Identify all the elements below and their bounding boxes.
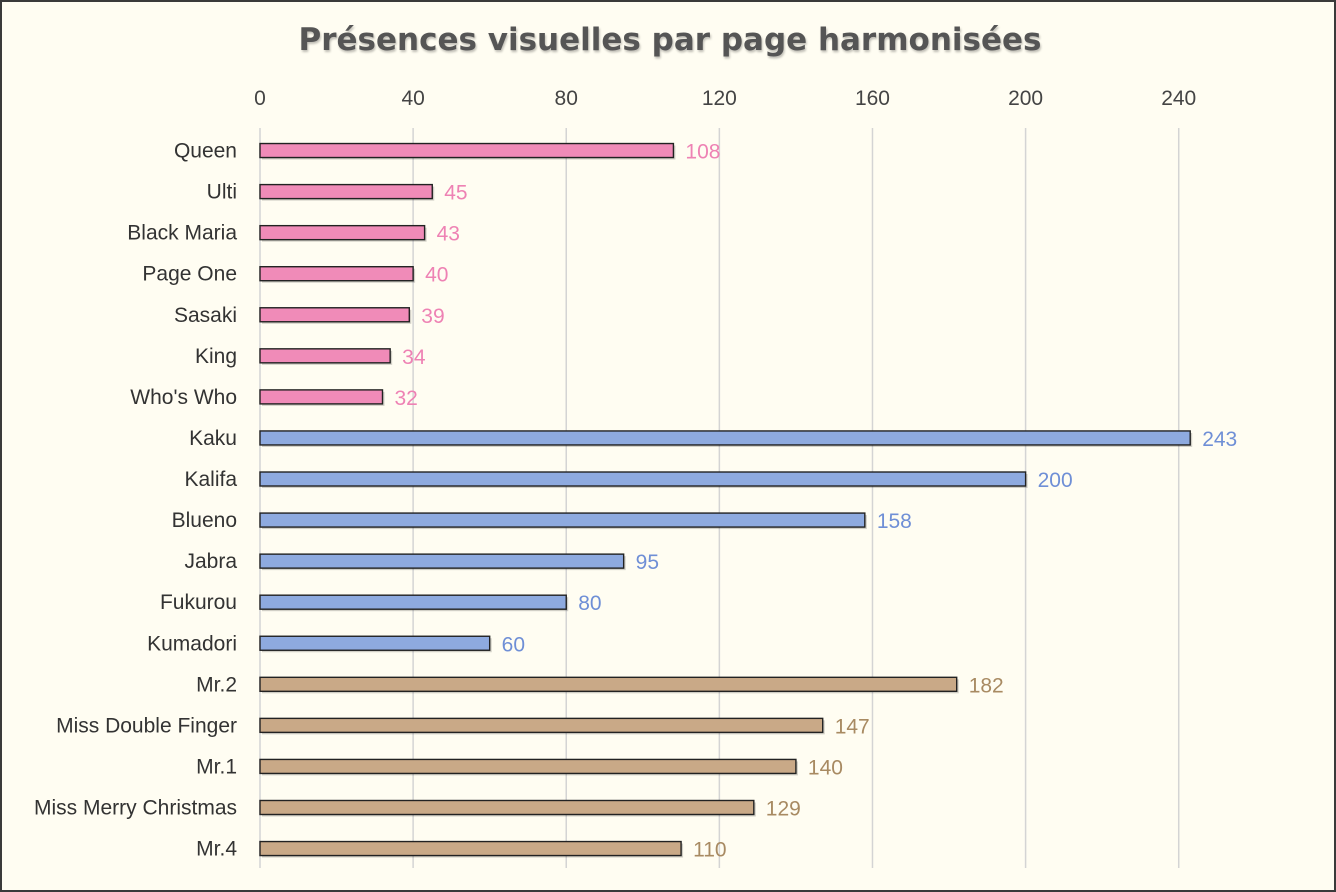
data-label-jabra: 95 (636, 551, 659, 574)
data-label-mr-1: 140 (808, 756, 843, 779)
x-tick-label-40: 40 (401, 87, 424, 110)
bar-mr-4 (259, 840, 682, 857)
bar-ulti (259, 183, 433, 200)
bar-blueno (259, 512, 866, 528)
category-label-blueno: Blueno (172, 509, 237, 532)
data-label-kumadori: 60 (502, 633, 525, 656)
bar-mr-2 (259, 676, 958, 693)
category-label-jabra: Jabra (184, 550, 237, 573)
data-label-page-one: 40 (425, 264, 448, 287)
category-label-sasaki: Sasaki (174, 304, 237, 327)
category-label-king: King (195, 345, 237, 368)
data-label-mr-4: 110 (693, 839, 726, 862)
category-label-kalifa: Kalifa (184, 468, 237, 491)
x-tick-label-240: 240 (1161, 87, 1196, 110)
data-label-fukurou: 80 (578, 592, 601, 615)
category-label-miss-merry-christmas: Miss Merry Christmas (34, 796, 237, 819)
bar-miss-merry-christmas (259, 799, 755, 816)
category-label-miss-double-finger: Miss Double Finger (56, 714, 237, 737)
bar-king (259, 348, 391, 364)
category-label-mr-2: Mr.2 (196, 673, 237, 696)
category-label-who-s-who: Who's Who (130, 386, 237, 409)
bar-kalifa (259, 471, 1027, 487)
category-label-black-maria: Black Maria (127, 222, 237, 245)
bar-fukurou (259, 594, 567, 610)
data-label-ulti: 45 (444, 182, 467, 205)
bar-mr-1 (259, 758, 797, 775)
data-label-miss-double-finger: 147 (835, 715, 870, 738)
bar-sasaki (259, 307, 410, 323)
x-tick-label-160: 160 (855, 87, 890, 110)
bar-black-maria (259, 224, 426, 241)
data-label-blueno: 158 (877, 510, 912, 533)
category-label-kumadori: Kumadori (147, 632, 237, 655)
x-tick-label-120: 120 (702, 87, 737, 110)
bar-who-s-who (259, 389, 384, 405)
data-label-kaku: 243 (1202, 428, 1237, 451)
category-label-kaku: Kaku (189, 427, 237, 450)
data-label-mr-2: 182 (969, 674, 1004, 697)
data-label-black-maria: 43 (437, 223, 460, 246)
bar-miss-double-finger (259, 717, 824, 734)
data-label-who-s-who: 32 (394, 387, 417, 410)
category-label-queen: Queen (174, 140, 237, 163)
data-label-miss-merry-christmas: 129 (766, 797, 801, 820)
data-label-sasaki: 39 (421, 305, 444, 328)
category-label-mr-4: Mr.4 (196, 838, 237, 861)
category-label-mr-1: Mr.1 (196, 755, 237, 778)
bar-kumadori (259, 635, 491, 651)
chart-title: Présences visuelles par page harmonisées (298, 22, 1042, 58)
data-label-king: 34 (402, 346, 426, 369)
category-label-ulti: Ulti (207, 181, 237, 204)
category-label-fukurou: Fukurou (160, 591, 237, 614)
bar-page-one (259, 266, 414, 282)
data-label-kalifa: 200 (1038, 469, 1073, 492)
x-tick-label-80: 80 (555, 87, 578, 110)
x-tick-label-200: 200 (1008, 87, 1043, 110)
bar-jabra (259, 553, 625, 569)
bar-kaku (259, 430, 1191, 446)
category-label-page-one: Page One (142, 263, 237, 286)
bar-queen (259, 142, 675, 159)
data-label-queen: 108 (685, 141, 720, 164)
x-tick-label-0: 0 (254, 87, 266, 110)
